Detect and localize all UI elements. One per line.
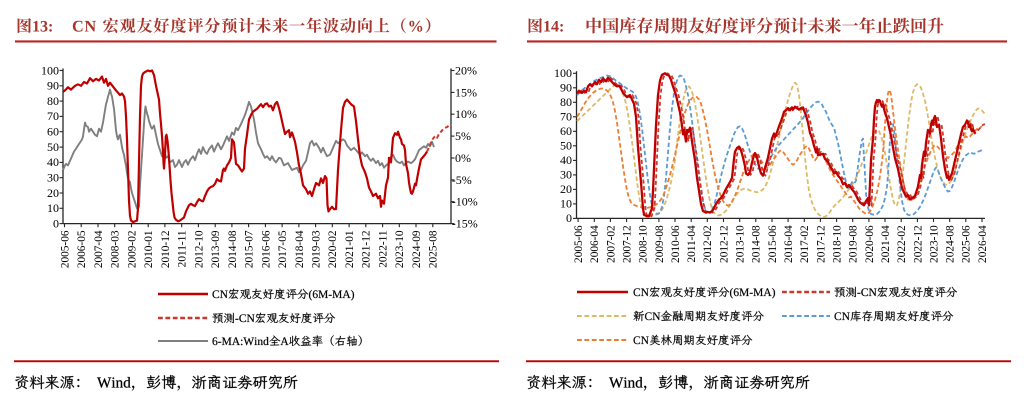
svg-text:2026-04: 2026-04 bbox=[977, 225, 989, 263]
svg-text:50: 50 bbox=[47, 140, 59, 154]
svg-text:2019-03: 2019-03 bbox=[311, 230, 323, 268]
svg-text:20%: 20% bbox=[455, 63, 477, 77]
svg-text:10: 10 bbox=[560, 197, 572, 211]
svg-text:2025-08: 2025-08 bbox=[428, 230, 440, 268]
svg-text:2019-08: 2019-08 bbox=[848, 225, 860, 263]
svg-text:2025-06: 2025-06 bbox=[961, 225, 973, 263]
svg-text:70: 70 bbox=[47, 109, 59, 123]
svg-text:2011-04: 2011-04 bbox=[686, 225, 698, 263]
svg-text:2022-11: 2022-11 bbox=[378, 231, 390, 268]
svg-text:60: 60 bbox=[47, 125, 59, 139]
svg-text:2018-10: 2018-10 bbox=[832, 225, 844, 263]
svg-text:2020-06: 2020-06 bbox=[864, 225, 876, 263]
svg-text:2016-04: 2016-04 bbox=[783, 225, 795, 263]
svg-text:40: 40 bbox=[560, 153, 572, 167]
svg-text:2006-05: 2006-05 bbox=[76, 230, 88, 268]
svg-text:90: 90 bbox=[560, 81, 572, 95]
svg-text:2008-10: 2008-10 bbox=[638, 225, 650, 263]
svg-text:0: 0 bbox=[566, 211, 572, 225]
svg-text:2017-12: 2017-12 bbox=[815, 225, 827, 263]
svg-text:10: 10 bbox=[47, 201, 59, 215]
svg-text:2007-12: 2007-12 bbox=[622, 225, 634, 263]
svg-text:2007-02: 2007-02 bbox=[605, 225, 617, 263]
svg-text:2010-12: 2010-12 bbox=[160, 230, 172, 268]
svg-text:15%: 15% bbox=[455, 85, 477, 99]
svg-text:5%: 5% bbox=[455, 129, 471, 143]
svg-text:2023-10: 2023-10 bbox=[394, 230, 406, 268]
svg-text:2015-07: 2015-07 bbox=[244, 230, 256, 268]
svg-text:2024-08: 2024-08 bbox=[945, 225, 957, 263]
svg-text:2011-11: 2011-11 bbox=[177, 231, 189, 268]
svg-text:50: 50 bbox=[560, 139, 572, 153]
svg-text:30: 30 bbox=[560, 168, 572, 182]
svg-text:2014-08: 2014-08 bbox=[227, 230, 239, 268]
svg-text:2021-01: 2021-01 bbox=[344, 231, 356, 269]
svg-text:2013-09: 2013-09 bbox=[210, 230, 222, 268]
svg-text:2008-03: 2008-03 bbox=[110, 230, 122, 268]
svg-text:80: 80 bbox=[560, 95, 572, 109]
svg-text:20: 20 bbox=[47, 186, 59, 200]
svg-text:-10%: -10% bbox=[452, 195, 478, 209]
svg-text:2017-05: 2017-05 bbox=[277, 230, 289, 268]
svg-text:2012-02: 2012-02 bbox=[702, 225, 714, 263]
svg-text:80: 80 bbox=[47, 94, 59, 108]
svg-text:2021-12: 2021-12 bbox=[361, 230, 373, 268]
svg-text:40: 40 bbox=[47, 155, 59, 169]
svg-text:2012-12: 2012-12 bbox=[718, 225, 730, 263]
svg-text:100: 100 bbox=[554, 66, 572, 80]
svg-text:2016-06: 2016-06 bbox=[260, 230, 272, 268]
svg-text:0: 0 bbox=[53, 216, 59, 230]
svg-text:2017-02: 2017-02 bbox=[799, 225, 811, 263]
svg-text:0%: 0% bbox=[455, 151, 471, 165]
svg-text:-15%: -15% bbox=[452, 217, 478, 231]
svg-text:2023-10: 2023-10 bbox=[928, 225, 940, 263]
svg-text:2022-02: 2022-02 bbox=[896, 225, 908, 263]
svg-text:60: 60 bbox=[560, 124, 572, 138]
svg-text:2010-06: 2010-06 bbox=[670, 225, 682, 263]
svg-text:2013-10: 2013-10 bbox=[735, 225, 747, 263]
svg-text:30: 30 bbox=[47, 171, 59, 185]
svg-text:2021-04: 2021-04 bbox=[880, 225, 892, 263]
svg-text:70: 70 bbox=[560, 110, 572, 124]
svg-text:90: 90 bbox=[47, 79, 59, 93]
svg-text:2005-06: 2005-06 bbox=[59, 230, 71, 268]
svg-text:2007-04: 2007-04 bbox=[93, 230, 105, 268]
svg-text:-5%: -5% bbox=[452, 173, 472, 187]
svg-text:2018-04: 2018-04 bbox=[294, 230, 306, 268]
svg-text:2015-06: 2015-06 bbox=[767, 225, 779, 263]
svg-text:2022-12: 2022-12 bbox=[912, 225, 924, 263]
svg-text:2012-10: 2012-10 bbox=[193, 230, 205, 268]
svg-text:10%: 10% bbox=[455, 107, 477, 121]
svg-text:2005-06: 2005-06 bbox=[573, 225, 585, 263]
svg-text:2024-09: 2024-09 bbox=[411, 230, 423, 268]
svg-text:2020-02: 2020-02 bbox=[327, 230, 339, 268]
svg-text:2009-02: 2009-02 bbox=[126, 230, 138, 268]
svg-text:2010-01: 2010-01 bbox=[143, 231, 155, 269]
svg-text:2014-08: 2014-08 bbox=[751, 225, 763, 263]
svg-text:2009-08: 2009-08 bbox=[654, 225, 666, 263]
svg-text:2006-04: 2006-04 bbox=[589, 225, 601, 263]
svg-text:20: 20 bbox=[560, 182, 572, 196]
svg-text:100: 100 bbox=[41, 63, 59, 77]
